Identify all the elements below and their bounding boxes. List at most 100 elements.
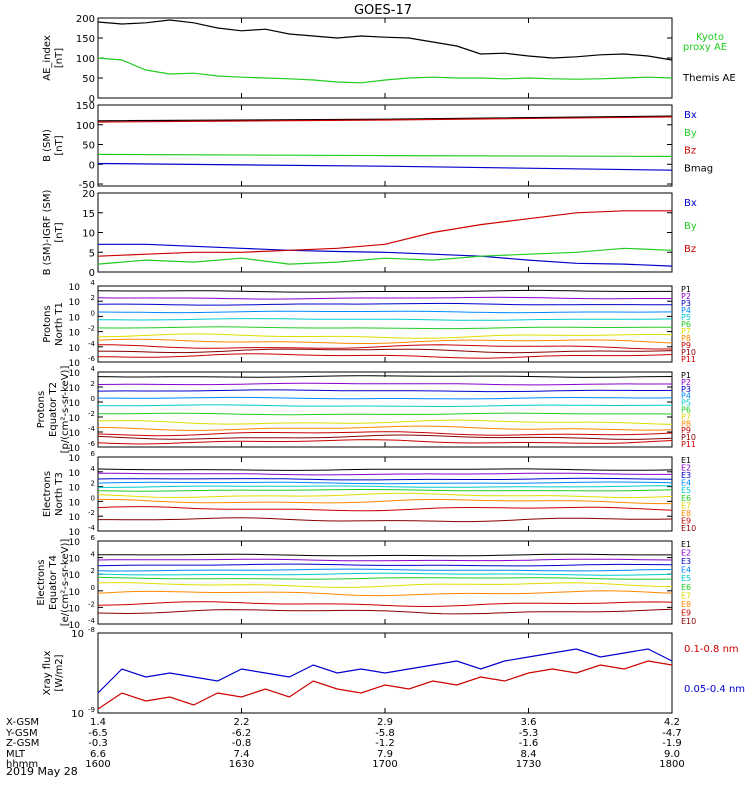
- y-axis-label: Protons: [36, 391, 47, 428]
- legend-bz: Bz: [684, 244, 696, 255]
- y-tick-exponent: 2: [91, 567, 95, 575]
- x-row-label: MLT: [6, 749, 26, 760]
- y-tick-exponent: -9: [88, 706, 95, 714]
- channel-line-e8: [97, 590, 673, 597]
- x-tick-value: 1800: [659, 759, 684, 770]
- series-line-by: [97, 153, 673, 157]
- channel-line-p4: [97, 310, 673, 314]
- x-tick-value: 2.2: [234, 717, 250, 728]
- legend-e1: E1: [681, 540, 691, 549]
- plot-title: GOES-17: [354, 3, 412, 18]
- y-tick-label: 10: [69, 555, 81, 565]
- y-tick-exponent: 0: [91, 395, 95, 403]
- legend-e1: E1: [681, 456, 691, 465]
- legend-p1: P1: [681, 285, 691, 294]
- legend-p5: P5: [681, 399, 691, 408]
- channel-line-p11: [97, 439, 673, 445]
- legend-p8: P8: [681, 334, 691, 343]
- panel-electrons_t4: Electrons Equator T4 [e/(cm²-s-sr-keV)]10-…: [36, 534, 696, 631]
- legend-e3: E3: [681, 557, 691, 566]
- y-tick-exponent: 4: [91, 365, 96, 373]
- y-tick-label: 10: [69, 369, 81, 379]
- legend-e10: E10: [681, 617, 696, 626]
- y-tick-label: 10: [69, 298, 81, 308]
- x-tick-value: 1630: [229, 759, 254, 770]
- legend-p4: P4: [681, 392, 691, 401]
- x-row-label: hhmm: [6, 759, 38, 770]
- x-tick-value: 4.2: [664, 717, 680, 728]
- channel-line-e10: [97, 608, 673, 615]
- legend-e4: E4: [681, 479, 691, 488]
- legend-0-1-0-8-nm: 0.1-0.8 nm: [684, 644, 739, 655]
- channel-line-p1: [97, 289, 672, 293]
- y-tick-exponent: -2: [88, 325, 95, 333]
- channel-line-e1: [98, 553, 672, 557]
- y-tick-exponent: -8: [88, 626, 95, 634]
- y-tick-label: 10: [69, 571, 81, 581]
- panel-bsm: B (SM) [nT] -50 0 50 100 150 Bx By Bz Bmag: [42, 101, 713, 191]
- y-tick-label: 10: [69, 538, 81, 548]
- series-line-0-05-0-4-nm: [97, 648, 673, 694]
- legend-bx: Bx: [684, 198, 697, 209]
- channel-line-p11: [97, 353, 673, 359]
- legend-proxy-ae: proxy AE: [683, 42, 727, 53]
- x-row-label: Y-GSM: [5, 728, 38, 739]
- y-tick-exponent: -2: [88, 509, 95, 517]
- date-label: 2019 May 28: [6, 765, 78, 778]
- panel-xray: Xray flux [W/m2] 10 -8 10 -9 0.1-0.8 nm 0.05-0.…: [42, 626, 745, 720]
- y-axis-label: Xray flux: [42, 651, 53, 696]
- legend-p9: P9: [681, 341, 691, 350]
- y-tick-label: 10: [69, 528, 81, 538]
- y-tick-label: 10: [69, 469, 81, 479]
- y-tick-exponent: 6: [91, 450, 96, 458]
- y-axis-label: Equator T4: [48, 555, 59, 610]
- channel-line-e6: [97, 576, 673, 580]
- panel-protons_t2: Protons Equator T2 [p/(cm²-s-sr-keV)]10 -6 1…: [36, 365, 696, 454]
- x-tick-value: -5.8: [375, 728, 395, 739]
- y-tick-label: 10: [69, 399, 81, 409]
- x-tick-value: -6.5: [88, 728, 108, 739]
- y-tick-exponent: -2: [88, 410, 95, 418]
- y-axis-label: Equator T2: [48, 382, 59, 437]
- legend-by: By: [684, 128, 697, 139]
- legend-e7: E7: [681, 501, 691, 510]
- y-tick-exponent: -2: [88, 600, 95, 608]
- legend-p6: P6: [681, 406, 691, 415]
- series-line-bx: [98, 243, 673, 267]
- legend-p10: P10: [681, 348, 696, 357]
- y-axis-label: [W/m2]: [54, 654, 65, 691]
- legend-bx: Bx: [684, 110, 697, 121]
- y-axis-label: Protons: [42, 305, 53, 342]
- y-tick-label: 10: [69, 429, 81, 439]
- x-tick-value: 2.9: [377, 717, 393, 728]
- x-tick-value: 1.4: [90, 717, 106, 728]
- x-tick-value: -4.7: [662, 728, 682, 739]
- x-tick-value: 6.6: [90, 749, 106, 760]
- legend-p7: P7: [681, 412, 691, 421]
- x-tick-value: 1700: [372, 759, 397, 770]
- y-tick-exponent: 2: [91, 480, 95, 488]
- x-tick-value: 1730: [516, 759, 541, 770]
- channel-line-e4: [97, 568, 673, 572]
- y-tick-label: 10: [69, 498, 81, 508]
- legend-p5: P5: [681, 313, 691, 322]
- channel-line-p5: [98, 404, 672, 408]
- channel-line-p8: [97, 425, 673, 431]
- y-tick-label: 15: [82, 209, 95, 220]
- x-row-label: X-GSM: [6, 717, 39, 728]
- legend-p11: P11: [681, 440, 696, 449]
- y-axis-label: [e/(cm²-s-sr-keV)]: [60, 539, 71, 627]
- channel-line-p8: [97, 338, 673, 344]
- channel-line-p7: [97, 333, 673, 339]
- y-tick-label: 10: [69, 621, 81, 631]
- legend-p2: P2: [681, 378, 691, 387]
- y-tick-exponent: 4: [91, 279, 96, 287]
- channel-line-p1: [97, 375, 673, 378]
- channel-line-p10: [97, 434, 673, 440]
- y-tick-exponent: -4: [88, 340, 96, 348]
- y-tick-label: 10: [69, 454, 81, 464]
